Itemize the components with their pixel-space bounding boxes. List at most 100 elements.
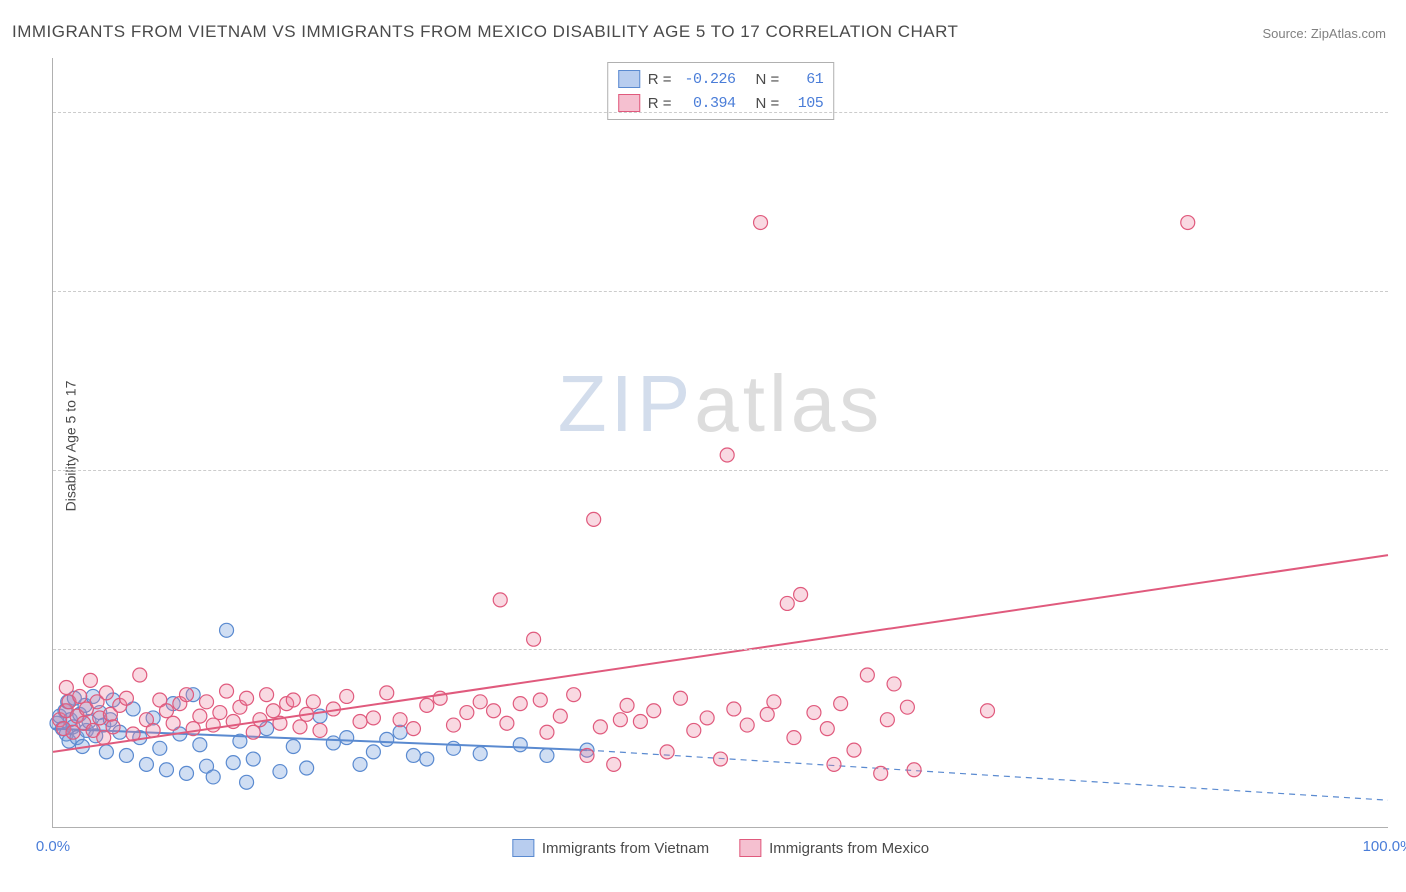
gridline [53, 470, 1388, 471]
source-attribution: Source: ZipAtlas.com [1262, 26, 1386, 41]
swatch-vietnam-bottom [512, 839, 534, 857]
data-point [106, 720, 120, 734]
data-point [687, 723, 701, 737]
data-point [99, 686, 113, 700]
legend-row-vietnam: R = -0.226 N = 61 [618, 67, 824, 91]
data-point [780, 596, 794, 610]
data-point [500, 716, 514, 730]
data-point [513, 738, 527, 752]
data-point [180, 688, 194, 702]
data-point [193, 738, 207, 752]
data-point [393, 725, 407, 739]
data-point [213, 706, 227, 720]
data-point [406, 722, 420, 736]
data-point [159, 763, 173, 777]
data-point [366, 745, 380, 759]
data-point [139, 757, 153, 771]
data-point [700, 711, 714, 725]
data-point [493, 593, 507, 607]
data-point [240, 691, 254, 705]
data-point [300, 761, 314, 775]
data-point [533, 693, 547, 707]
data-point [907, 763, 921, 777]
data-point [740, 718, 754, 732]
data-point [660, 745, 674, 759]
data-point [73, 689, 87, 703]
data-point [286, 693, 300, 707]
data-point [613, 713, 627, 727]
data-point [246, 725, 260, 739]
x-tick-0: 0.0% [36, 838, 70, 855]
data-point [607, 757, 621, 771]
data-point [727, 702, 741, 716]
data-point [286, 740, 300, 754]
data-point [306, 695, 320, 709]
data-point [240, 775, 254, 789]
scatter-plot-svg [53, 58, 1388, 827]
data-point [487, 704, 501, 718]
data-point [246, 752, 260, 766]
gridline [53, 112, 1388, 113]
data-point [59, 681, 73, 695]
data-point [787, 731, 801, 745]
data-point [159, 704, 173, 718]
data-point [807, 706, 821, 720]
data-point [206, 770, 220, 784]
data-point [166, 716, 180, 730]
data-point [981, 704, 995, 718]
data-point [447, 718, 461, 732]
regression-line [53, 555, 1388, 752]
data-point [186, 722, 200, 736]
data-point [834, 697, 848, 711]
gridline [53, 291, 1388, 292]
data-point [847, 743, 861, 757]
data-point [193, 709, 207, 723]
data-point [200, 695, 214, 709]
data-point [880, 713, 894, 727]
data-point [720, 448, 734, 462]
data-point [887, 677, 901, 691]
data-point [220, 684, 234, 698]
data-point [553, 709, 567, 723]
data-point [540, 748, 554, 762]
swatch-vietnam [618, 70, 640, 88]
data-point [266, 704, 280, 718]
data-point [119, 691, 133, 705]
data-point [326, 736, 340, 750]
data-point [620, 698, 634, 712]
data-point [900, 700, 914, 714]
data-point [380, 686, 394, 700]
data-point [180, 766, 194, 780]
gridline [53, 649, 1388, 650]
data-point [820, 722, 834, 736]
chart-container: IMMIGRANTS FROM VIETNAM VS IMMIGRANTS FR… [0, 0, 1406, 892]
data-point [226, 756, 240, 770]
data-point [754, 216, 768, 230]
data-point [393, 713, 407, 727]
plot-area: ZIPatlas R = -0.226 N = 61 R = 0.394 N =… [52, 58, 1388, 828]
data-point [119, 748, 133, 762]
data-point [420, 698, 434, 712]
legend-item-vietnam: Immigrants from Vietnam [512, 839, 709, 857]
data-point [580, 748, 594, 762]
data-point [633, 714, 647, 728]
data-point [1181, 216, 1195, 230]
data-point [313, 723, 327, 737]
data-point [647, 704, 661, 718]
data-point [366, 711, 380, 725]
data-point [513, 697, 527, 711]
data-point [587, 512, 601, 526]
regression-line-extrapolated [587, 750, 1388, 800]
chart-title: IMMIGRANTS FROM VIETNAM VS IMMIGRANTS FR… [12, 22, 958, 42]
data-point [860, 668, 874, 682]
swatch-mexico [618, 94, 640, 112]
data-point [293, 720, 307, 734]
data-point [99, 745, 113, 759]
data-point [260, 688, 274, 702]
data-point [380, 732, 394, 746]
data-point [133, 668, 147, 682]
swatch-mexico-bottom [739, 839, 761, 857]
data-point [353, 714, 367, 728]
data-point [673, 691, 687, 705]
data-point [527, 632, 541, 646]
